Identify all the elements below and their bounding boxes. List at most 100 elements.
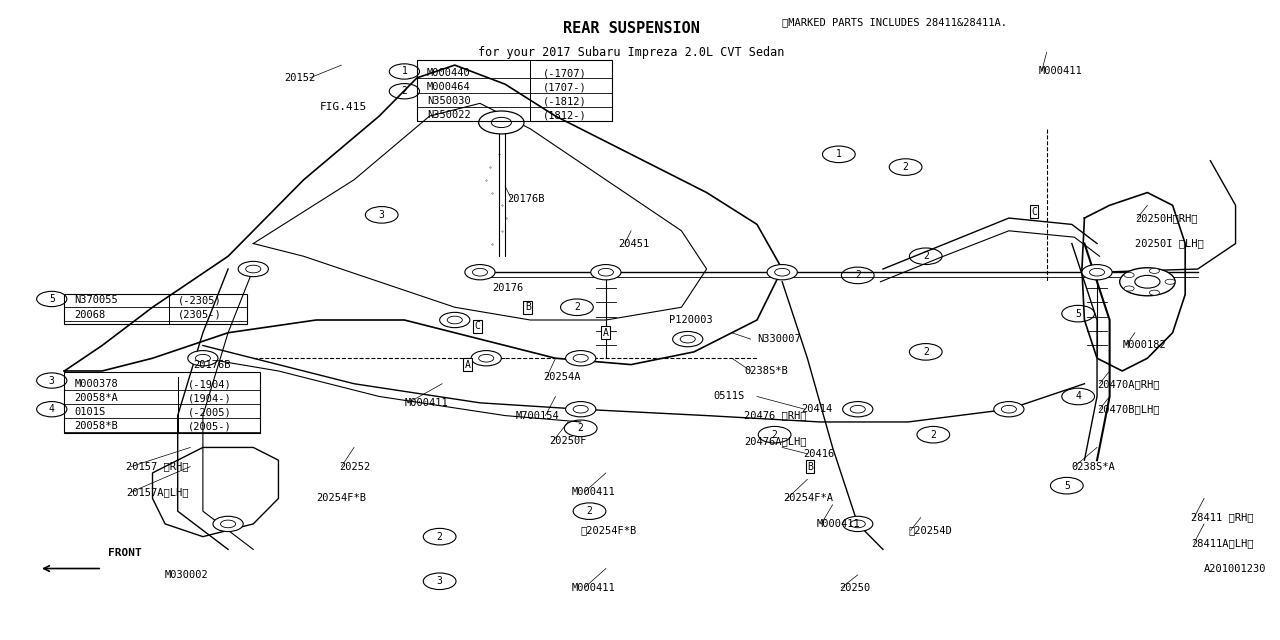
Text: 20176B: 20176B [193,360,230,370]
Circle shape [1082,264,1112,280]
Text: ※20254D: ※20254D [908,525,952,535]
Text: 20451: 20451 [618,239,650,248]
Circle shape [672,332,703,347]
Text: 2: 2 [586,506,593,516]
Text: A201001230: A201001230 [1204,563,1267,573]
Text: 2: 2 [577,423,584,433]
Text: 3: 3 [49,376,55,385]
Text: A: A [465,360,470,370]
Text: 3: 3 [379,210,385,220]
Circle shape [842,516,873,532]
Circle shape [566,351,595,366]
Text: 28411 〈RH〉: 28411 〈RH〉 [1192,513,1254,522]
Text: 3: 3 [436,576,443,586]
Text: 1: 1 [402,67,407,77]
Circle shape [842,401,873,417]
Text: (1904-): (1904-) [188,394,232,403]
Text: FIG.415: FIG.415 [320,102,367,111]
Text: 2: 2 [923,252,929,261]
Text: 20176: 20176 [493,283,524,293]
Text: 20476A〈LH〉: 20476A〈LH〉 [745,436,806,446]
Text: C: C [1032,207,1037,217]
Circle shape [1120,268,1175,296]
Circle shape [993,401,1024,417]
Text: M030002: M030002 [165,570,209,580]
Text: 0101S: 0101S [74,408,106,417]
Circle shape [439,312,470,328]
Text: N350030: N350030 [428,97,471,106]
Text: (-1707): (-1707) [543,68,586,78]
Text: 20068: 20068 [74,310,106,320]
Text: N330007: N330007 [756,334,801,344]
Circle shape [1149,268,1160,273]
Text: (1707-): (1707-) [543,83,586,92]
Text: 20058*A: 20058*A [74,394,118,403]
Text: ※MARKED PARTS INCLUDES 28411&28411A.: ※MARKED PARTS INCLUDES 28411&28411A. [782,17,1007,28]
Circle shape [471,351,502,366]
Circle shape [1124,286,1134,291]
Circle shape [479,111,524,134]
Text: M000411: M000411 [817,519,860,529]
Text: 20152: 20152 [284,73,316,83]
Circle shape [566,401,595,417]
Text: 0238S*B: 0238S*B [745,366,788,376]
Text: (-2305): (-2305) [178,295,221,305]
Text: (-1904): (-1904) [188,380,232,389]
Text: 2: 2 [902,162,909,172]
Text: 1: 1 [836,149,842,159]
Circle shape [212,516,243,532]
Text: 0238S*A: 0238S*A [1071,461,1116,472]
Text: (-2005): (-2005) [188,408,232,417]
Text: 20470A〈RH〉: 20470A〈RH〉 [1097,379,1160,388]
Text: M700154: M700154 [516,411,559,420]
Text: 4: 4 [49,404,55,414]
Text: ※20254F*B: ※20254F*B [581,525,637,535]
Circle shape [188,351,218,366]
Text: for your 2017 Subaru Impreza 2.0L CVT Sedan: for your 2017 Subaru Impreza 2.0L CVT Se… [477,46,785,59]
Text: B: B [806,461,813,472]
Text: M000411: M000411 [572,582,616,593]
Text: 20176B: 20176B [508,194,545,204]
Text: P120003: P120003 [669,315,713,325]
Circle shape [591,264,621,280]
Text: C: C [475,321,480,332]
Text: 2: 2 [436,532,443,541]
Text: (1812-): (1812-) [543,111,586,120]
Text: 2: 2 [573,302,580,312]
Text: 28411A〈LH〉: 28411A〈LH〉 [1192,538,1254,548]
Text: 20254F*B: 20254F*B [316,493,366,504]
Text: 2: 2 [923,347,929,357]
Circle shape [1124,273,1134,278]
Text: (-1812): (-1812) [543,97,586,106]
Text: (2005-): (2005-) [188,421,232,431]
Text: 20157 〈RH〉: 20157 〈RH〉 [125,461,188,472]
Text: 20416: 20416 [804,449,835,459]
Text: 20476 〈RH〉: 20476 〈RH〉 [745,411,806,420]
Text: M000411: M000411 [572,487,616,497]
Circle shape [767,264,797,280]
Text: M000411: M000411 [404,398,448,408]
Text: 2: 2 [931,429,936,440]
Text: N370055: N370055 [74,295,118,305]
Text: M000440: M000440 [428,68,471,78]
Circle shape [238,261,269,276]
Text: FRONT: FRONT [109,548,142,557]
Circle shape [1165,279,1175,284]
Text: M000464: M000464 [428,83,471,92]
Text: 0511S: 0511S [713,392,744,401]
Text: 5: 5 [49,294,55,304]
Text: M000378: M000378 [74,380,118,389]
Text: 20254A: 20254A [543,372,580,382]
Text: A: A [603,328,609,338]
Text: 20250F: 20250F [549,436,586,446]
Text: 20157A〈LH〉: 20157A〈LH〉 [125,487,188,497]
Text: 20470B〈LH〉: 20470B〈LH〉 [1097,404,1160,414]
Circle shape [465,264,495,280]
Text: N350022: N350022 [428,111,471,120]
Text: 20058*B: 20058*B [74,421,118,431]
Text: 2: 2 [772,429,777,440]
Text: 20250I 〈LH〉: 20250I 〈LH〉 [1135,239,1203,248]
Text: M000182: M000182 [1123,340,1166,351]
Text: 2: 2 [402,86,407,96]
Circle shape [1149,290,1160,295]
